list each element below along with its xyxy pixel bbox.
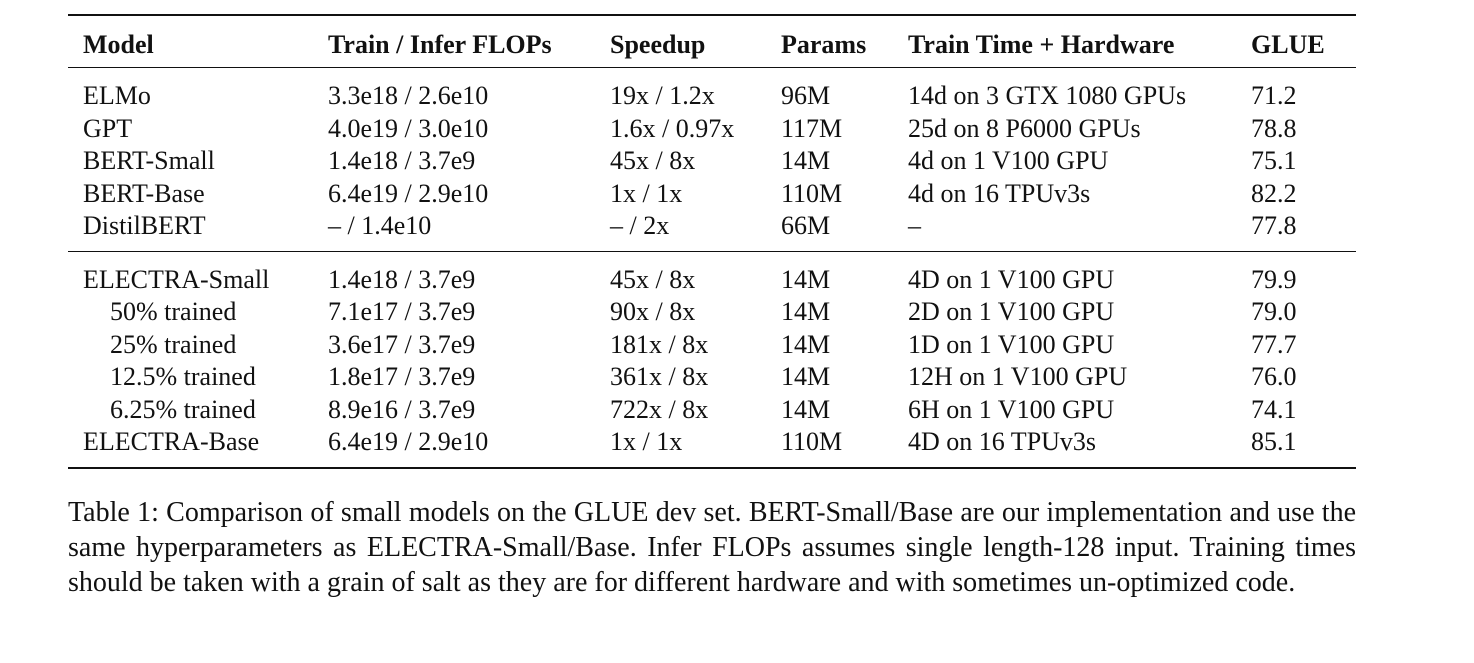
cell-model: BERT-Base bbox=[83, 178, 205, 208]
cell-params: 14M bbox=[781, 394, 831, 424]
cell-train-time: 4d on 1 V100 GPU bbox=[908, 146, 1109, 175]
cell-flops: 1.4e18 / 3.7e9 bbox=[328, 264, 476, 294]
cell-train-time: – bbox=[908, 211, 921, 240]
cell-model: 25% trained bbox=[110, 329, 237, 359]
cell-flops: 7.1e17 / 3.7e9 bbox=[328, 297, 476, 326]
cell-train-time: 4d on 16 TPUv3s bbox=[908, 178, 1091, 208]
cell-glue: 77.8 bbox=[1251, 211, 1297, 240]
cell-params: 96M bbox=[781, 81, 831, 110]
cell-model: GPT bbox=[83, 113, 133, 143]
header-model: Model bbox=[83, 30, 154, 59]
table-row: BERT-Small 1.4e18 / 3.7e9 45x / 8x 14M 4… bbox=[68, 145, 1356, 178]
cell-train-time: 4D on 16 TPUv3s bbox=[908, 427, 1097, 456]
cell-flops: 1.4e18 / 3.7e9 bbox=[328, 146, 476, 175]
cell-model: 6.25% trained bbox=[110, 394, 256, 424]
cell-flops: 3.6e17 / 3.7e9 bbox=[328, 329, 476, 359]
cell-glue: 79.0 bbox=[1251, 297, 1297, 326]
table-row: 6.25% trained 8.9e16 / 3.7e9 722x / 8x 1… bbox=[68, 394, 1356, 427]
cell-glue: 76.0 bbox=[1251, 362, 1297, 391]
cell-speedup: – / 2x bbox=[610, 211, 670, 240]
table-row: ELMo 3.3e18 / 2.6e10 19x / 1.2x 96M 14d … bbox=[68, 80, 1356, 113]
cell-params: 110M bbox=[781, 178, 843, 208]
table-row: 12.5% trained 1.8e17 / 3.7e9 361x / 8x 1… bbox=[68, 361, 1356, 394]
cell-speedup: 1x / 1x bbox=[610, 178, 683, 208]
table-row: 25% trained 3.6e17 / 3.7e9 181x / 8x 14M… bbox=[68, 329, 1356, 362]
cell-speedup: 722x / 8x bbox=[610, 394, 709, 424]
cell-model: 50% trained bbox=[110, 297, 237, 326]
cell-glue: 78.8 bbox=[1251, 113, 1297, 143]
cell-glue: 77.7 bbox=[1251, 329, 1297, 359]
cell-train-time: 1D on 1 V100 GPU bbox=[908, 329, 1115, 359]
cell-params: 14M bbox=[781, 146, 831, 175]
table-row: DistilBERT – / 1.4e10 – / 2x 66M – 77.8 bbox=[68, 210, 1356, 243]
cell-flops: 8.9e16 / 3.7e9 bbox=[328, 394, 476, 424]
cell-model: ELMo bbox=[83, 81, 151, 110]
cell-glue: 79.9 bbox=[1251, 264, 1297, 294]
cell-speedup: 45x / 8x bbox=[610, 264, 696, 294]
cell-glue: 82.2 bbox=[1251, 178, 1297, 208]
cell-speedup: 361x / 8x bbox=[610, 362, 709, 391]
header-params: Params bbox=[781, 30, 867, 59]
header-rule bbox=[68, 67, 1356, 68]
table-row: ELECTRA-Base 6.4e19 / 2.9e10 1x / 1x 110… bbox=[68, 426, 1356, 459]
header-flops: Train / Infer FLOPs bbox=[328, 30, 552, 59]
cell-flops: 3.3e18 / 2.6e10 bbox=[328, 81, 489, 110]
cell-flops: 4.0e19 / 3.0e10 bbox=[328, 113, 489, 143]
cell-speedup: 45x / 8x bbox=[610, 146, 696, 175]
cell-params: 14M bbox=[781, 264, 831, 294]
cell-train-time: 4D on 1 V100 GPU bbox=[908, 264, 1115, 294]
cell-model: BERT-Small bbox=[83, 146, 215, 175]
cell-glue: 75.1 bbox=[1251, 146, 1297, 175]
cell-flops: 6.4e19 / 2.9e10 bbox=[328, 178, 489, 208]
header-glue: GLUE bbox=[1251, 30, 1325, 59]
table-row: ELECTRA-Small 1.4e18 / 3.7e9 45x / 8x 14… bbox=[68, 264, 1356, 297]
cell-speedup: 19x / 1.2x bbox=[610, 81, 715, 110]
cell-params: 14M bbox=[781, 297, 831, 326]
cell-model: 12.5% trained bbox=[110, 362, 256, 391]
cell-params: 66M bbox=[781, 211, 831, 240]
cell-speedup: 90x / 8x bbox=[610, 297, 696, 326]
table-row: GPT 4.0e19 / 3.0e10 1.6x / 0.97x 117M 25… bbox=[68, 113, 1356, 146]
cell-params: 117M bbox=[781, 113, 843, 143]
table-row: 50% trained 7.1e17 / 3.7e9 90x / 8x 14M … bbox=[68, 296, 1356, 329]
header-speedup: Speedup bbox=[610, 30, 706, 59]
cell-model: ELECTRA-Small bbox=[83, 264, 270, 294]
cell-params: 110M bbox=[781, 427, 843, 456]
cell-params: 14M bbox=[781, 329, 831, 359]
cell-glue: 74.1 bbox=[1251, 394, 1297, 424]
results-table: Model Train / Infer FLOPs Speedup Params… bbox=[68, 14, 1356, 469]
bottom-rule bbox=[68, 466, 1356, 469]
table-header-row: Model Train / Infer FLOPs Speedup Params… bbox=[68, 16, 1356, 67]
cell-glue: 71.2 bbox=[1251, 81, 1297, 110]
cell-flops: 1.8e17 / 3.7e9 bbox=[328, 362, 476, 391]
group-separator-rule bbox=[68, 250, 1356, 252]
cell-model: DistilBERT bbox=[83, 211, 206, 240]
table-row: BERT-Base 6.4e19 / 2.9e10 1x / 1x 110M 4… bbox=[68, 178, 1356, 211]
cell-model: ELECTRA-Base bbox=[83, 427, 260, 456]
top-rule bbox=[68, 14, 1356, 16]
cell-speedup: 1x / 1x bbox=[610, 427, 683, 456]
cell-train-time: 2D on 1 V100 GPU bbox=[908, 297, 1115, 326]
cell-flops: 6.4e19 / 2.9e10 bbox=[328, 427, 489, 456]
cell-train-time: 25d on 8 P6000 GPUs bbox=[908, 113, 1141, 143]
table-caption: Table 1: Comparison of small models on t… bbox=[68, 497, 1356, 598]
cell-train-time: 14d on 3 GTX 1080 GPUs bbox=[908, 81, 1187, 110]
cell-glue: 85.1 bbox=[1251, 427, 1297, 456]
header-train-time: Train Time + Hardware bbox=[908, 30, 1175, 59]
cell-train-time: 12H on 1 V100 GPU bbox=[908, 362, 1128, 391]
cell-params: 14M bbox=[781, 362, 831, 391]
cell-flops: – / 1.4e10 bbox=[328, 211, 432, 240]
cell-train-time: 6H on 1 V100 GPU bbox=[908, 394, 1115, 424]
cell-speedup: 1.6x / 0.97x bbox=[610, 113, 735, 143]
cell-speedup: 181x / 8x bbox=[610, 329, 709, 359]
